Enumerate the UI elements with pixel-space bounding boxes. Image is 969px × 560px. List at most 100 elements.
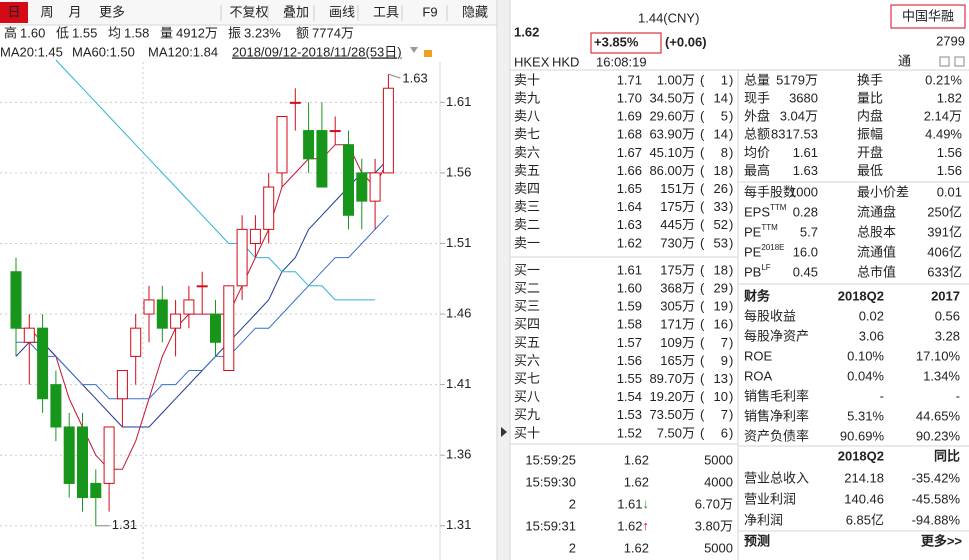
book-label: 买九	[514, 407, 540, 422]
collapse-arrow[interactable]	[501, 427, 507, 437]
book-volume: 63.90万	[649, 127, 695, 142]
candle-body	[263, 186, 275, 230]
book-price: 1.53	[617, 407, 642, 422]
stat-label: 现手	[744, 91, 770, 106]
tool-button[interactable]: 不复权	[229, 4, 268, 19]
tab[interactable]: 月	[68, 4, 81, 19]
candle-body	[116, 370, 128, 400]
book-price: 1.57	[617, 335, 642, 350]
book-count: 8	[721, 145, 728, 160]
book-price: 1.64	[617, 199, 642, 214]
book-volume: 175万	[660, 199, 695, 214]
quote-time: 16:08:19	[596, 54, 647, 69]
dropdown-icon[interactable]	[410, 47, 418, 53]
book-volume: 175万	[660, 262, 695, 277]
book-count: 13	[714, 371, 728, 386]
popout-icon[interactable]	[954, 56, 965, 67]
stat-value: 1.56	[937, 163, 962, 178]
finance-header: 2018Q2	[838, 288, 884, 303]
high-label: 1.63	[402, 71, 427, 86]
stat-label: 均价	[744, 145, 770, 160]
book-volume: 73.50万	[649, 407, 695, 422]
candle-body	[369, 172, 381, 202]
tab[interactable]: 日	[7, 4, 20, 19]
book-price: 1.60	[617, 281, 642, 296]
candle-body	[103, 426, 115, 484]
paren: (	[700, 91, 705, 106]
tab[interactable]: 更多	[99, 4, 125, 19]
stat-label: 换手	[857, 72, 883, 87]
stat-label: 总市值	[857, 264, 896, 279]
book-label: 卖二	[514, 217, 540, 232]
book-price: 1.69	[617, 109, 642, 124]
settings-icon[interactable]	[939, 56, 950, 67]
paren: (	[700, 163, 705, 178]
book-volume: 29.60万	[649, 109, 695, 124]
splitter[interactable]	[497, 0, 510, 560]
ma-legend: MA60:1.50	[72, 44, 135, 59]
income-cell: 营业利润	[744, 491, 796, 506]
date-range: 2018/09/12-2018/11/28(53日)	[232, 44, 402, 59]
paren: )	[729, 425, 733, 440]
y-tick-label: 1.56	[446, 164, 471, 179]
stat-value: 5179万	[776, 72, 818, 87]
book-volume: 445万	[660, 217, 695, 232]
paren: )	[729, 353, 733, 368]
book-volume: 89.70万	[649, 371, 695, 386]
finance-cell: 1.34%	[923, 368, 960, 383]
summary-value: 1.55	[72, 25, 97, 40]
ma-legend: MA120:1.84	[148, 44, 218, 59]
book-label: 卖八	[514, 109, 540, 124]
stat-label: 每手股数	[744, 184, 796, 199]
income-cell: 净利润	[744, 512, 783, 527]
book-price: 1.55	[617, 371, 642, 386]
paren: )	[729, 163, 733, 178]
book-price: 1.61	[617, 262, 642, 277]
candle-body	[183, 299, 195, 315]
paren: )	[729, 145, 733, 160]
trade-cell: 1.61↓	[617, 496, 649, 511]
paren: )	[729, 281, 733, 296]
trade-cell: 1.62↑	[617, 518, 649, 533]
exchange: HKEX	[514, 54, 550, 69]
finance-cell: -	[880, 388, 884, 403]
income-header: 同比	[934, 448, 960, 463]
tool-button[interactable]: 工具	[373, 4, 399, 19]
book-label: 卖六	[514, 145, 540, 160]
book-label: 卖三	[514, 199, 540, 214]
stat-value: 1.82	[937, 91, 962, 106]
summary-label: 低	[56, 25, 69, 40]
change-box	[590, 32, 662, 54]
finance-cell: 每股净资产	[744, 328, 809, 343]
book-label: 卖五	[514, 163, 540, 178]
book-price: 1.71	[617, 72, 642, 87]
tool-button[interactable]: 叠加	[283, 4, 309, 19]
superscript: 2018E	[761, 243, 784, 252]
trade-cell: 2	[569, 540, 576, 555]
paren: (	[700, 145, 705, 160]
candle-body	[37, 327, 49, 400]
tab[interactable]: 周	[40, 4, 53, 19]
stat-label: 最小价差	[857, 184, 909, 199]
tool-button[interactable]: F9	[422, 4, 437, 19]
paren: (	[700, 181, 705, 196]
lock-icon[interactable]	[424, 50, 432, 57]
more-link[interactable]: 更多>>	[921, 533, 963, 548]
paren: (	[700, 425, 705, 440]
finance-cell: 3.06	[859, 328, 884, 343]
low-label: 1.31	[112, 517, 137, 532]
stat-value: 3.04万	[780, 109, 818, 124]
stat-value: 0.21%	[925, 72, 962, 87]
candle-body	[77, 426, 88, 499]
ma-line	[16, 214, 389, 400]
finance-cell: 90.23%	[916, 428, 961, 443]
book-count: 26	[714, 181, 728, 196]
finance-header: 2017	[931, 288, 960, 303]
paren: (	[700, 109, 705, 124]
paren: (	[700, 217, 705, 232]
tool-button[interactable]: 隐藏	[462, 4, 488, 19]
tool-button[interactable]: 画线	[329, 4, 355, 19]
summary-value: 1.58	[124, 25, 149, 40]
book-volume: 7.50万	[657, 425, 695, 440]
summary-value: 4912万	[176, 25, 218, 40]
